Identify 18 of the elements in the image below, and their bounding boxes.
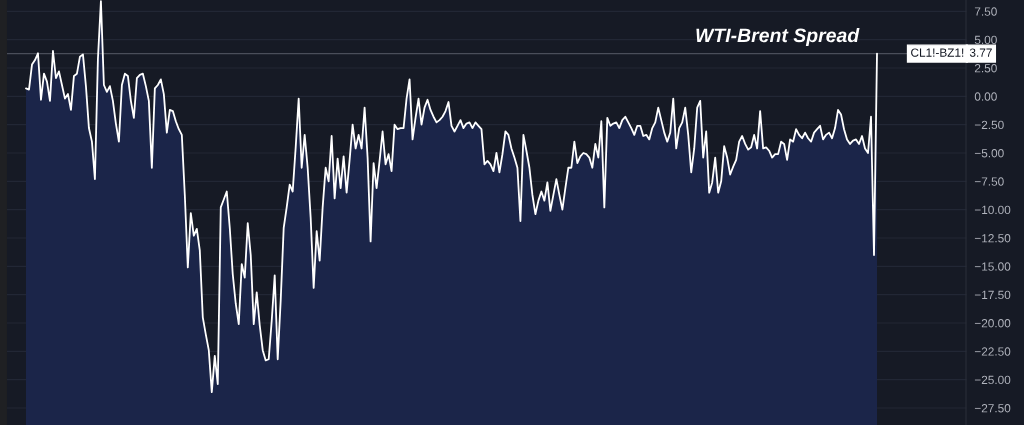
- y-tick-label: −2.50: [974, 120, 1004, 130]
- y-tick-label: −12.50: [974, 234, 1011, 243]
- y-tick-label: −20.00: [974, 319, 1011, 328]
- y-tick-label: −15.00: [974, 262, 1011, 271]
- y-tick-label: −10.00: [974, 205, 1011, 215]
- y-tick-label: −22.50: [974, 347, 1011, 356]
- y-tick-label: −25.00: [974, 375, 1011, 385]
- y-tick-label: −5.00: [974, 149, 1004, 158]
- y-tick-label: 0.00: [974, 92, 997, 101]
- y-tick-label: −7.50: [974, 177, 1004, 186]
- y-tick-label: 2.50: [974, 64, 997, 73]
- y-tick-label: 5.00: [974, 35, 997, 45]
- ref-line-label: CL1!-BZ1!: [911, 48, 964, 57]
- y-tick-label: −27.50: [974, 404, 1011, 413]
- text: WTI-Brent Spread: [696, 27, 860, 47]
- y-tick-label: 7.50: [974, 7, 997, 16]
- y-tick-label: −17.50: [974, 290, 1011, 300]
- text: 3.77: [969, 48, 992, 57]
